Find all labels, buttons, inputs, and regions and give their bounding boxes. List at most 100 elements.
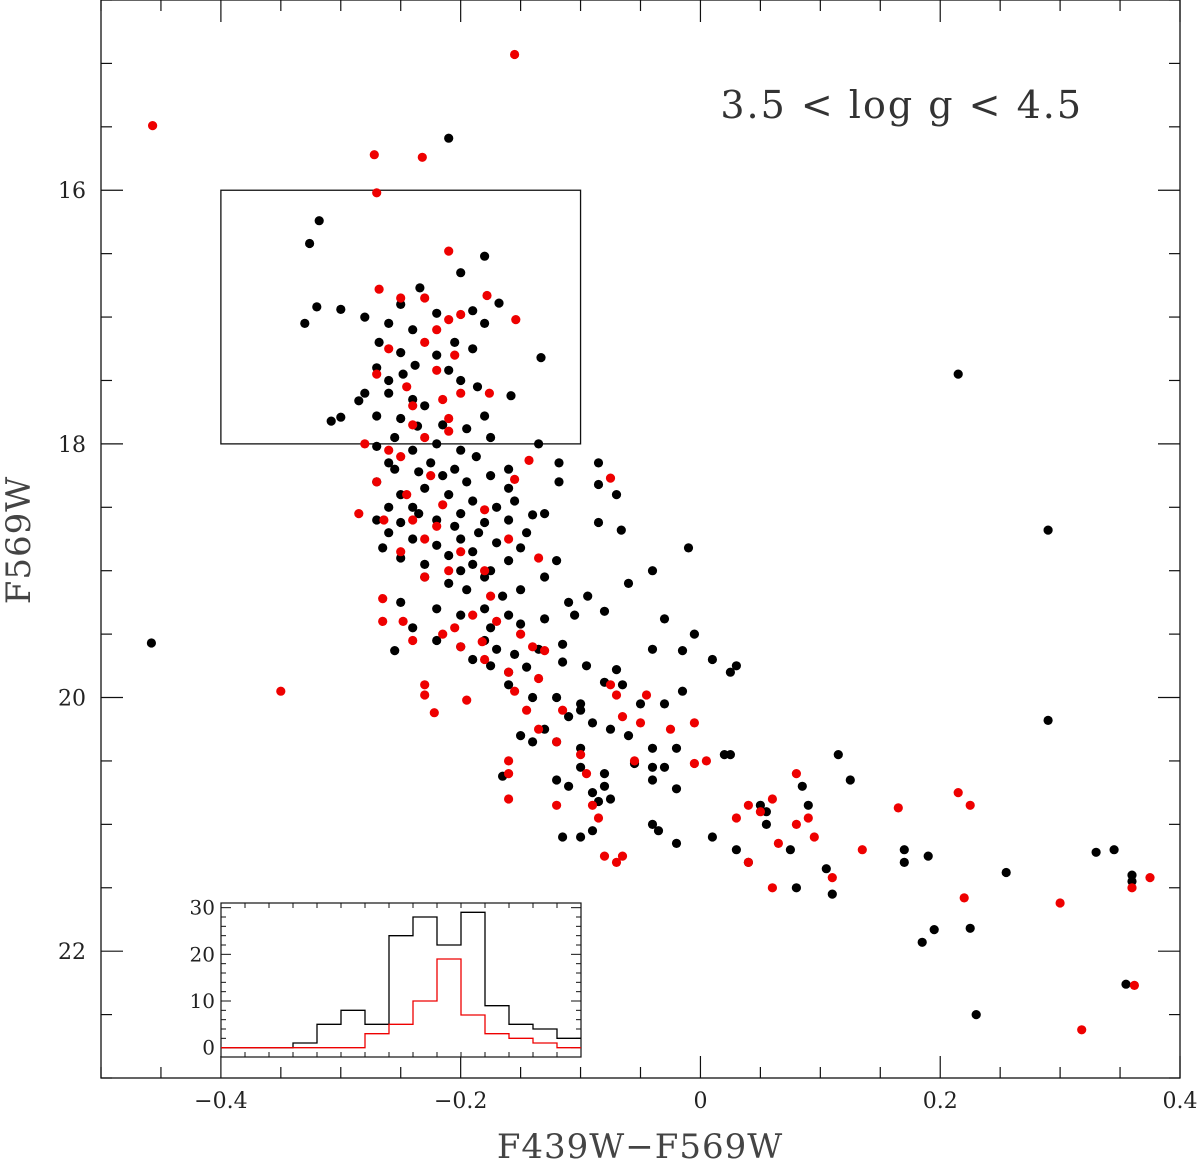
data-point-black <box>408 534 418 544</box>
data-point-black <box>587 826 598 836</box>
data-point-black <box>929 925 939 935</box>
data-point-black <box>845 775 855 785</box>
data-point-black <box>432 635 442 646</box>
data-point-red <box>378 594 388 604</box>
data-point-black <box>677 686 688 696</box>
data-point-black <box>797 781 807 791</box>
data-point-black <box>420 559 430 570</box>
data-point-black <box>671 838 682 849</box>
data-point-black <box>611 490 622 500</box>
data-point-red <box>576 750 586 760</box>
data-point-red <box>378 616 388 627</box>
y-axis-ticks: 16 18 20 22 <box>58 0 1180 1079</box>
data-point-black <box>471 452 481 462</box>
data-point-black <box>659 614 670 624</box>
data-point-red <box>450 623 460 633</box>
data-point-red <box>599 851 610 861</box>
data-point-black <box>504 464 514 474</box>
data-point-black <box>408 394 418 405</box>
data-point-black <box>450 464 460 474</box>
data-point-black <box>374 337 384 347</box>
data-point-black <box>689 629 700 639</box>
data-point-black <box>761 819 772 830</box>
data-point-black <box>581 661 592 671</box>
data-point-black <box>420 401 430 411</box>
data-point-red <box>420 572 430 582</box>
data-point-black <box>432 604 442 614</box>
data-point-black <box>593 517 604 528</box>
data-point-black <box>647 566 658 576</box>
data-point-red <box>504 756 514 766</box>
data-point-red <box>426 471 436 481</box>
data-point-red <box>689 718 700 728</box>
data-point-red <box>438 629 448 639</box>
data-point-black <box>444 133 454 143</box>
data-point-black <box>360 388 370 398</box>
data-point-red <box>396 452 406 462</box>
data-point-black <box>509 496 520 506</box>
data-point-black <box>480 604 490 614</box>
data-point-red <box>432 325 442 335</box>
data-point-black <box>833 750 843 760</box>
data-point-red <box>468 610 478 620</box>
data-point-black <box>390 464 400 474</box>
data-point-black <box>360 312 370 322</box>
data-point-black <box>540 508 550 519</box>
data-point-black <box>509 649 520 660</box>
data-point-black <box>576 743 586 753</box>
data-point-black <box>480 318 490 328</box>
data-point-black <box>707 832 718 842</box>
data-point-red <box>511 315 521 325</box>
data-point-black <box>432 515 442 525</box>
x-tick-label: 0 <box>693 1089 707 1114</box>
data-point-red <box>444 566 454 576</box>
data-point-black <box>408 325 418 335</box>
data-point-red <box>665 724 676 734</box>
data-point-black <box>587 718 598 728</box>
data-point-black <box>516 619 526 629</box>
data-point-black <box>623 731 634 741</box>
data-point-black <box>420 483 430 493</box>
y-tick-label: 18 <box>58 433 86 458</box>
data-point-red <box>372 369 382 379</box>
data-point-black <box>558 832 568 842</box>
data-point-black <box>486 432 496 443</box>
data-point-black <box>617 680 628 690</box>
inset-histogram: 0 10 20 30 <box>190 896 582 1060</box>
data-point-red <box>486 591 496 601</box>
data-point-black <box>516 543 526 553</box>
data-point-black <box>438 471 448 481</box>
data-point-red <box>587 800 598 810</box>
data-point-black <box>468 547 478 557</box>
data-point-black <box>564 712 574 722</box>
data-point-black <box>336 304 346 314</box>
data-point-black <box>456 566 466 576</box>
data-point-black <box>456 508 466 519</box>
x-tick-label: 0.2 <box>923 1089 958 1114</box>
data-point-red <box>611 690 622 700</box>
data-point-red <box>641 690 652 700</box>
data-point-black <box>683 543 694 553</box>
data-point-black <box>462 477 472 487</box>
data-point-black <box>432 540 442 550</box>
data-point-red <box>809 832 819 842</box>
data-point-black <box>472 382 483 392</box>
data-point-black <box>480 572 490 582</box>
data-point-red <box>398 616 408 627</box>
data-point-red <box>384 445 394 455</box>
data-point-black <box>468 496 478 506</box>
data-point-black <box>576 699 586 709</box>
data-point-black <box>965 923 975 933</box>
data-point-red <box>552 737 562 747</box>
x-axis-title: F439W−F569W <box>497 1127 783 1164</box>
data-point-black <box>305 238 315 249</box>
data-point-red <box>492 616 502 627</box>
data-point-red <box>432 365 442 375</box>
data-point-red <box>701 756 712 766</box>
data-point-black <box>528 737 538 747</box>
data-point-black <box>372 441 382 451</box>
data-point-red <box>444 413 454 424</box>
data-point-black <box>593 458 604 468</box>
data-point-red <box>438 500 448 510</box>
